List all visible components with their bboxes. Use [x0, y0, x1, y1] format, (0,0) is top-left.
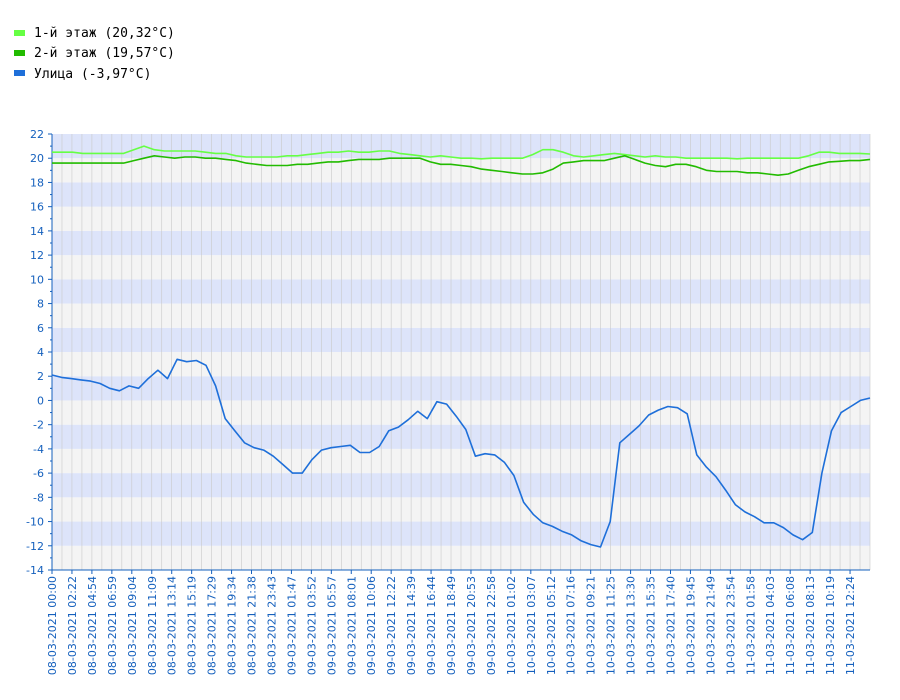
y-tick-label: -4	[33, 443, 44, 456]
y-tick-label: 16	[30, 201, 44, 214]
series-line-0	[52, 145, 871, 160]
x-tick-label: 10-03-2021 05:12	[545, 576, 558, 675]
series-line-1	[52, 155, 871, 176]
y-tick-label: 20	[30, 152, 44, 165]
x-tick-label: 08-03-2021 00:00	[46, 576, 59, 675]
x-tick-label: 08-03-2021 19:34	[226, 576, 239, 675]
x-tick-label: 08-03-2021 13:14	[166, 576, 179, 675]
x-tick-label: 11-03-2021 04:03	[764, 576, 777, 675]
x-tick-label: 10-03-2021 21:49	[704, 576, 717, 675]
legend-label-floor1: 1-й этаж (20,32°C)	[34, 26, 175, 41]
x-tick-label: 10-03-2021 15:35	[645, 576, 658, 675]
y-tick-label: 0	[37, 394, 44, 407]
x-tick-label: 11-03-2021 08:13	[804, 576, 817, 675]
x-tick-label: 08-03-2021 15:19	[186, 576, 199, 675]
x-tick-label: 10-03-2021 07:16	[565, 576, 578, 675]
legend-label-floor2: 2-й этаж (19,57°C)	[34, 46, 175, 61]
y-tick-label: -2	[33, 419, 44, 432]
x-tick-label: 08-03-2021 21:38	[246, 576, 259, 675]
y-tick-label: 22	[30, 128, 44, 141]
x-tick-label: 08-03-2021 17:29	[206, 576, 219, 675]
grid-lines	[51, 134, 871, 570]
legend-label-outside: Улица (-3,97°C)	[34, 67, 151, 82]
y-tick-label: 12	[30, 249, 44, 262]
x-tick-label: 09-03-2021 16:44	[425, 576, 438, 675]
x-tick-label: 08-03-2021 04:54	[86, 576, 99, 675]
x-tick-label: 10-03-2021 09:21	[585, 576, 598, 675]
y-tick-label: -10	[26, 516, 44, 529]
x-tick-label: 10-03-2021 01:02	[505, 576, 518, 675]
y-tick-label: -12	[26, 540, 44, 553]
x-tick-label: 11-03-2021 12:24	[844, 576, 857, 675]
x-tick-label: 10-03-2021 03:07	[525, 576, 538, 675]
x-tick-label: 09-03-2021 22:58	[485, 576, 498, 675]
y-tick-label: 18	[30, 176, 44, 189]
x-tick-label: 09-03-2021 14:39	[405, 576, 418, 675]
x-tick-label: 09-03-2021 20:53	[465, 576, 478, 675]
x-tick-label: 08-03-2021 11:09	[146, 576, 159, 675]
y-tick-label: -14	[26, 564, 44, 577]
y-tick-label: 10	[30, 273, 44, 286]
legend-swatch-outside	[14, 70, 25, 76]
x-tick-label: 09-03-2021 12:22	[385, 576, 398, 675]
y-tick-label: 6	[37, 322, 44, 335]
x-tick-label: 11-03-2021 06:08	[784, 576, 797, 675]
x-tick-label: 10-03-2021 17:40	[664, 576, 677, 675]
x-tick-label: 09-03-2021 03:52	[305, 576, 318, 675]
x-tick-label: 11-03-2021 01:58	[744, 576, 757, 675]
x-tick-label: 08-03-2021 23:43	[265, 576, 278, 675]
x-tick-label: 09-03-2021 18:49	[445, 576, 458, 675]
y-tick-label: -8	[33, 491, 44, 504]
x-axis-ticks: 08-03-2021 00:00 08-03-2021 02:22 08-03-20…	[46, 570, 857, 675]
x-tick-label: 08-03-2021 02:22	[66, 576, 79, 675]
x-tick-label: 08-03-2021 06:59	[106, 576, 119, 675]
series-line-2	[51, 358, 871, 548]
x-tick-label: 09-03-2021 05:57	[325, 576, 338, 675]
y-tick-label: 4	[37, 346, 44, 359]
legend-swatch-floor2	[14, 50, 25, 56]
x-tick-label: 08-03-2021 09:04	[126, 576, 139, 675]
y-tick-label: -6	[33, 467, 44, 480]
y-tick-label: 2	[37, 370, 44, 383]
legend: 1-й этаж (20,32°C) 2-й этаж (19,57°C) Ул…	[14, 26, 175, 82]
series-lines	[51, 145, 871, 548]
y-tick-label: 14	[30, 225, 44, 238]
x-tick-label: 09-03-2021 01:47	[285, 576, 298, 675]
x-tick-label: 09-03-2021 08:01	[345, 576, 358, 675]
x-tick-label: 10-03-2021 11:25	[605, 576, 618, 675]
x-tick-label: 11-03-2021 10:19	[824, 576, 837, 675]
x-tick-label: 10-03-2021 23:54	[724, 576, 737, 675]
x-tick-label: 10-03-2021 19:45	[684, 576, 697, 675]
x-tick-label: 10-03-2021 13:30	[625, 576, 638, 675]
legend-swatch-floor1	[14, 30, 25, 36]
y-tick-label: 8	[37, 298, 44, 311]
x-tick-label: 09-03-2021 10:06	[365, 576, 378, 675]
